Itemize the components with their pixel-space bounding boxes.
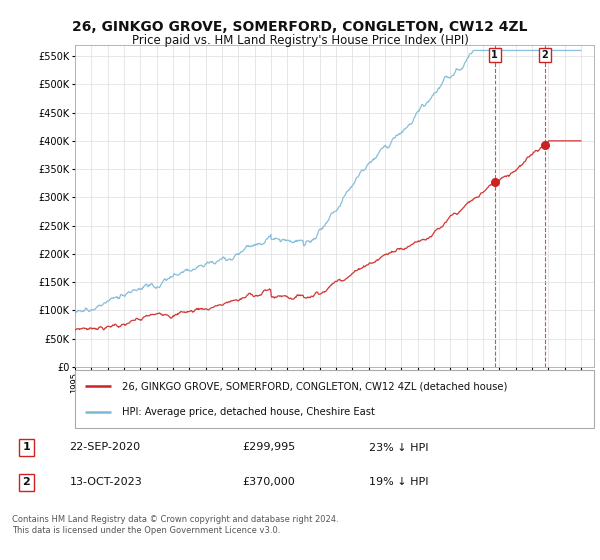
- Text: 22-SEP-2020: 22-SEP-2020: [70, 442, 141, 452]
- Text: 2: 2: [23, 477, 30, 487]
- Text: Price paid vs. HM Land Registry's House Price Index (HPI): Price paid vs. HM Land Registry's House …: [131, 34, 469, 46]
- Text: £299,995: £299,995: [242, 442, 296, 452]
- Text: 2: 2: [541, 50, 548, 60]
- FancyBboxPatch shape: [75, 370, 594, 428]
- Text: 19% ↓ HPI: 19% ↓ HPI: [369, 477, 428, 487]
- Text: 1: 1: [491, 50, 498, 60]
- Text: HPI: Average price, detached house, Cheshire East: HPI: Average price, detached house, Ches…: [122, 407, 374, 417]
- Text: 13-OCT-2023: 13-OCT-2023: [70, 477, 142, 487]
- Text: £370,000: £370,000: [242, 477, 295, 487]
- Text: 26, GINKGO GROVE, SOMERFORD, CONGLETON, CW12 4ZL: 26, GINKGO GROVE, SOMERFORD, CONGLETON, …: [72, 20, 528, 34]
- Text: Contains HM Land Registry data © Crown copyright and database right 2024.
This d: Contains HM Land Registry data © Crown c…: [12, 515, 338, 535]
- Text: 1: 1: [23, 442, 30, 452]
- Text: 23% ↓ HPI: 23% ↓ HPI: [369, 442, 428, 452]
- Text: 26, GINKGO GROVE, SOMERFORD, CONGLETON, CW12 4ZL (detached house): 26, GINKGO GROVE, SOMERFORD, CONGLETON, …: [122, 381, 507, 391]
